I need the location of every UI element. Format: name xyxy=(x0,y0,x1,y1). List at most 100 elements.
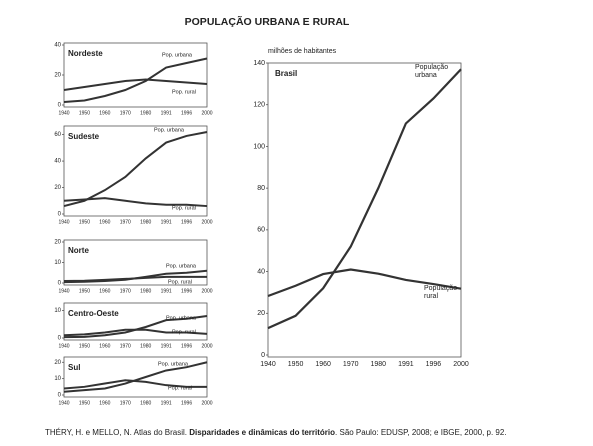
y-axis-label: milhões de habitantes xyxy=(268,48,337,55)
source-title: Disparidades e dinâmicas do território xyxy=(189,428,336,437)
series-label: População urbana xyxy=(415,64,449,79)
x-tick-label: 1991 xyxy=(161,110,172,116)
series-label: Pop. urbana xyxy=(166,315,197,321)
y-tick-label: 0 xyxy=(58,212,62,218)
x-tick-label: 1970 xyxy=(120,400,131,406)
x-tick-label: 1950 xyxy=(79,110,90,116)
panel-title: Sul xyxy=(68,363,80,372)
y-tick-label: 140 xyxy=(253,60,265,67)
series-label: Pop. rural xyxy=(168,385,192,391)
x-tick-label: 1991 xyxy=(398,361,414,368)
x-tick-label: 1940 xyxy=(58,343,69,349)
y-tick-label: 0 xyxy=(58,103,62,109)
y-tick-label: 10 xyxy=(54,260,61,266)
x-tick-label: 1950 xyxy=(79,400,90,406)
panel-title: Brasil xyxy=(275,69,297,78)
panel-title: Nordeste xyxy=(68,49,103,58)
x-tick-label: 2000 xyxy=(201,343,212,349)
y-tick-label: 10 xyxy=(54,308,61,314)
chart-title: POPULAÇÃO URBANA E RURAL xyxy=(185,15,350,28)
x-tick-label: 2000 xyxy=(201,400,212,406)
source: THÉRY, H. e MELLO, N. Atlas do Brasil. D… xyxy=(45,428,507,437)
series-label: Pop. urbana xyxy=(166,263,197,269)
y-tick-label: 20 xyxy=(257,310,265,317)
series-label: Pop. rural xyxy=(172,205,196,211)
x-tick-label: 1991 xyxy=(161,219,172,225)
x-tick-label: 1991 xyxy=(161,288,172,294)
series-label: Pop. rural xyxy=(168,279,192,285)
plot-frame xyxy=(63,125,208,217)
y-tick-label: 40 xyxy=(257,268,265,275)
y-tick-label: 20 xyxy=(54,73,61,79)
x-tick-label: 1996 xyxy=(181,400,192,406)
x-tick-label: 1996 xyxy=(181,343,192,349)
x-tick-label: 1970 xyxy=(120,288,131,294)
y-tick-label: 10 xyxy=(54,376,61,382)
source-text: THÉRY, H. e MELLO, N. Atlas do Brasil. xyxy=(45,428,190,437)
y-tick-label: 40 xyxy=(54,43,61,49)
y-tick-label: 20 xyxy=(54,240,61,246)
x-tick-label: 1996 xyxy=(181,219,192,225)
line xyxy=(63,57,208,103)
line xyxy=(267,68,462,330)
x-tick-label: 1950 xyxy=(79,219,90,225)
x-tick-label: 1970 xyxy=(343,361,359,368)
source-text: . São Paulo: EDUSP, 2008; e IBGE, 2000, … xyxy=(335,428,507,437)
x-tick-label: 1996 xyxy=(426,361,442,368)
x-tick-label: 1991 xyxy=(161,400,172,406)
x-tick-label: 1996 xyxy=(181,110,192,116)
x-tick-label: 1996 xyxy=(181,288,192,294)
y-tick-label: 60 xyxy=(54,132,61,138)
x-tick-label: 2000 xyxy=(201,110,212,116)
x-tick-label: 1950 xyxy=(79,288,90,294)
x-tick-label: 1970 xyxy=(120,219,131,225)
series-label: Pop. urbana xyxy=(154,127,185,133)
x-tick-label: 1960 xyxy=(99,288,110,294)
x-tick-label: 1940 xyxy=(58,400,69,406)
line xyxy=(63,130,208,208)
series-label: Pop. urbana xyxy=(162,52,193,58)
x-tick-label: 1940 xyxy=(260,361,276,368)
x-tick-label: 1970 xyxy=(120,110,131,116)
x-tick-label: 2000 xyxy=(201,288,212,294)
x-tick-label: 1960 xyxy=(99,110,110,116)
x-tick-label: 1960 xyxy=(99,343,110,349)
x-tick-label: 1991 xyxy=(161,343,172,349)
panel-title: Norte xyxy=(68,246,89,255)
line xyxy=(63,328,208,337)
x-tick-label: 1950 xyxy=(79,343,90,349)
line xyxy=(63,275,207,282)
x-tick-label: 1940 xyxy=(58,288,69,294)
series-label: Pop. urbana xyxy=(158,361,189,367)
y-tick-label: 80 xyxy=(257,185,265,192)
x-tick-label: 1980 xyxy=(140,343,151,349)
x-tick-label: 1980 xyxy=(140,288,151,294)
plot-frame xyxy=(63,302,208,341)
x-tick-label: 1940 xyxy=(58,219,69,225)
y-tick-label: 20 xyxy=(54,360,61,366)
x-tick-label: 1980 xyxy=(140,219,151,225)
x-tick-label: 1970 xyxy=(120,343,131,349)
line xyxy=(267,268,462,298)
x-tick-label: 1980 xyxy=(140,110,151,116)
x-tick-label: 1940 xyxy=(58,110,69,116)
series-label: Pop. rural xyxy=(172,329,196,335)
series-label: População rural xyxy=(424,285,458,300)
y-tick-label: 0 xyxy=(261,352,265,359)
series-label: Pop. rural xyxy=(172,89,196,95)
line xyxy=(63,197,208,208)
panel-title: Centro-Oeste xyxy=(68,309,119,318)
y-tick-label: 40 xyxy=(54,159,61,165)
x-tick-label: 2000 xyxy=(201,219,212,225)
y-tick-label: 60 xyxy=(257,227,265,234)
panel-title: Sudeste xyxy=(68,132,100,141)
plot-frame xyxy=(267,62,462,358)
x-tick-label: 1960 xyxy=(99,219,110,225)
y-tick-label: 0 xyxy=(58,281,62,287)
y-tick-label: 0 xyxy=(58,336,62,342)
x-tick-label: 1950 xyxy=(288,361,304,368)
y-tick-label: 0 xyxy=(58,393,62,399)
line xyxy=(63,379,207,390)
